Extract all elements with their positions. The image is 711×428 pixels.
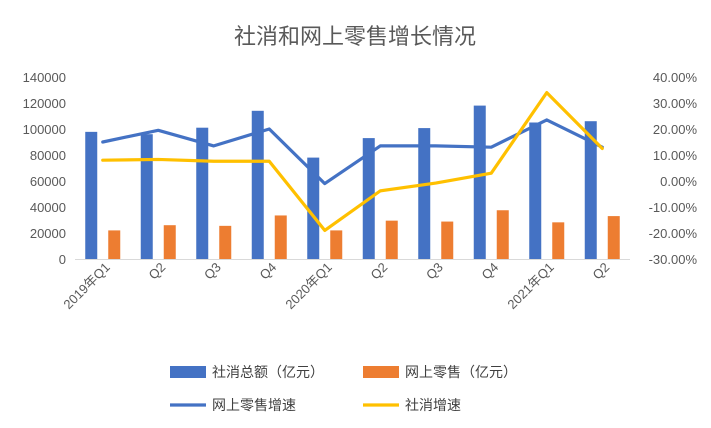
legend: 社消总额（亿元） 网上零售（亿元） 网上零售增速 社消增速 [170, 365, 517, 414]
y-right-tick-label: 10.00% [653, 148, 698, 163]
bar-retail-total [307, 157, 320, 259]
legend-swatch [363, 366, 399, 378]
y-right-tick-label: 20.00% [653, 122, 698, 137]
x-tick-label: Q2 [590, 260, 613, 283]
chart-title: 社消和网上零售增长情况 [234, 25, 476, 50]
x-tick-label: Q2 [146, 260, 169, 283]
y-left-tick-label: 60000 [30, 174, 66, 189]
x-tick-label: 2021年Q1 [504, 260, 557, 313]
y-right-tick-label: 30.00% [653, 96, 698, 111]
y-left-tick-label: 20000 [30, 226, 66, 241]
bar-online-retail [219, 225, 232, 259]
legend-label: 网上零售（亿元） [405, 365, 517, 381]
bar-online-retail [274, 215, 287, 259]
bar-online-retail [552, 222, 565, 259]
legend-swatch [170, 366, 206, 378]
bar-online-retail [385, 220, 398, 259]
y-right-tick-label: -20.00% [649, 226, 698, 241]
lines [101, 90, 604, 232]
bar-online-retail [330, 230, 343, 259]
legend-label: 社消总额（亿元） [212, 365, 324, 381]
x-tick-label: 2019年Q1 [60, 260, 113, 313]
x-tick-label: Q4 [257, 260, 280, 283]
x-tick-label: Q4 [479, 260, 502, 283]
y-left-tick-label: 140000 [23, 70, 66, 85]
line-online-growth [101, 118, 604, 186]
bar-retail-total [85, 131, 98, 259]
left-axis: 0 20000 40000 60000 80000 100000 120000 140000 [23, 70, 66, 267]
bars [85, 105, 620, 259]
x-tick-label: Q3 [423, 260, 446, 283]
bar-retail-total [473, 105, 486, 259]
bar-online-retail [496, 210, 509, 259]
bar-online-retail [163, 225, 176, 259]
line-retail-growth [101, 90, 604, 232]
bar-retail-total [529, 122, 542, 259]
y-right-tick-label: -30.00% [649, 252, 698, 267]
y-right-tick-label: -10.00% [649, 200, 698, 215]
x-tick-label: Q3 [201, 260, 224, 283]
x-tick-label: Q2 [368, 260, 391, 283]
y-left-tick-label: 120000 [23, 96, 66, 111]
bar-online-retail [607, 216, 620, 259]
y-left-tick-label: 100000 [23, 122, 66, 137]
bar-retail-total [584, 121, 597, 259]
y-left-tick-label: 80000 [30, 148, 66, 163]
bar-online-retail [441, 221, 454, 259]
bar-retail-total [140, 134, 153, 259]
x-axis: 2019年Q1 Q2 Q3 Q4 2020年Q1 Q2 Q3 Q4 2021年Q1 Q2 [60, 259, 630, 313]
right-axis: -30.00% -20.00% -10.00% 0.00% 10.00% 20.00% 30… [649, 70, 698, 267]
legend-label: 网上零售增速 [212, 398, 296, 414]
bar-retail-total [196, 127, 209, 259]
bar-retail-total [418, 128, 431, 259]
x-tick-label: 2020年Q1 [282, 260, 335, 313]
y-left-tick-label: 0 [59, 252, 66, 267]
y-right-tick-label: 40.00% [653, 70, 698, 85]
bar-online-retail [108, 230, 121, 259]
y-left-tick-label: 40000 [30, 200, 66, 215]
bar-retail-total [251, 110, 264, 259]
legend-label: 社消增速 [405, 398, 461, 414]
y-right-tick-label: 0.00% [660, 174, 697, 189]
